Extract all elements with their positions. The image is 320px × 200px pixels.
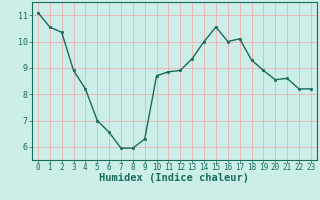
X-axis label: Humidex (Indice chaleur): Humidex (Indice chaleur) (100, 173, 249, 183)
